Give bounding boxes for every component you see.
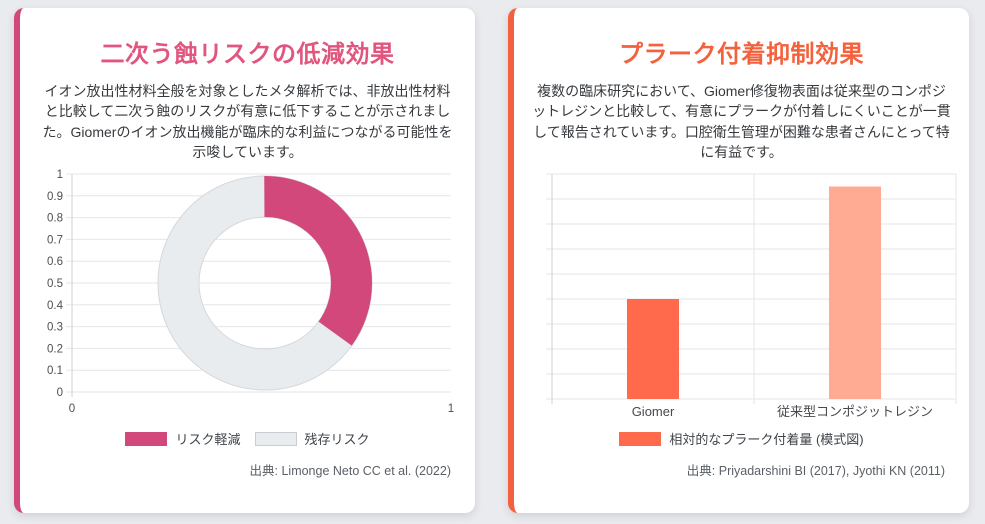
- donut-legend: リスク軽減 残存リスク: [20, 429, 475, 448]
- y-tick: 0.2: [47, 344, 63, 356]
- card-title-caries: 二次う蝕リスクの低減効果: [100, 41, 395, 68]
- caries-risk-card: 二次う蝕リスクの低減効果 イオン放出性材料全般を対象としたメタ解析では、非放出性…: [14, 8, 475, 513]
- bar-conventional-composite: [828, 186, 881, 400]
- card-title-plaque: プラーク付着抑制効果: [619, 41, 864, 68]
- legend-swatch-risk-reduction: [125, 431, 168, 446]
- y-tick: 0.9: [47, 191, 63, 203]
- y-tick: 0.7: [47, 235, 63, 247]
- y-tick: 1: [56, 169, 62, 181]
- y-tick: 0.8: [47, 213, 63, 225]
- legend-item-residual-risk: 残存リスク: [254, 429, 370, 448]
- card-description-plaque: 複数の臨床研究において、Giomer修復物表面は従来型のコンポジットレジンと比較…: [532, 83, 951, 160]
- y-tick: 0: [56, 387, 62, 399]
- y-tick: 0.5: [47, 278, 63, 290]
- y-tick: 0.6: [47, 256, 63, 268]
- y-tick: 0.3: [47, 322, 63, 334]
- bar-chart-svg: Giomer 従来型コンポジットレジン: [545, 173, 956, 419]
- x-tick: 1: [447, 403, 453, 415]
- x-category-label: 従来型コンポジットレジン: [776, 404, 932, 418]
- source-citation-caries: 出典: Limonge Neto CC et al. (2022): [249, 464, 451, 479]
- plaque-card: プラーク付着抑制効果 複数の臨床研究において、Giomer修復物表面は従来型のコ…: [508, 8, 969, 513]
- donut-segment-risk-reduction: [157, 176, 372, 391]
- legend-item-plaque-amount: 相対的なプラーク付着量 (模式図): [619, 429, 864, 448]
- donut-chart-svg: 1 0.9 0.8 0.7 0.6 0.5 0.4 0.3 0.2 0.1 0 …: [47, 169, 454, 415]
- legend-swatch-residual-risk: [254, 431, 297, 446]
- legend-item-risk-reduction: リスク軽減: [125, 429, 241, 448]
- y-tick: 0.4: [47, 300, 64, 312]
- source-citation-plaque: 出典: Priyadarshini BI (2017), Jyothi KN (…: [686, 464, 945, 479]
- bar-legend: 相対的なプラーク付着量 (模式図): [514, 429, 969, 448]
- legend-label-plaque-amount: 相対的なプラーク付着量 (模式図): [669, 432, 864, 448]
- legend-swatch-plaque-amount: [619, 431, 662, 446]
- donut-chart: 1 0.9 0.8 0.7 0.6 0.5 0.4 0.3 0.2 0.1 0 …: [28, 166, 468, 423]
- x-tick: 0: [68, 403, 74, 415]
- bar-giomer: [626, 299, 679, 400]
- legend-label-risk-reduction: リスク軽減: [175, 432, 241, 448]
- y-tick: 0.1: [47, 365, 63, 377]
- card-description-caries: イオン放出性材料全般を対象としたメタ解析では、非放出性材料と比較して二次う蝕のリ…: [42, 83, 453, 160]
- bar-chart: Giomer 従来型コンポジットレジン: [522, 166, 962, 423]
- legend-label-residual-risk: 残存リスク: [304, 432, 370, 448]
- x-category-label: Giomer: [631, 404, 674, 418]
